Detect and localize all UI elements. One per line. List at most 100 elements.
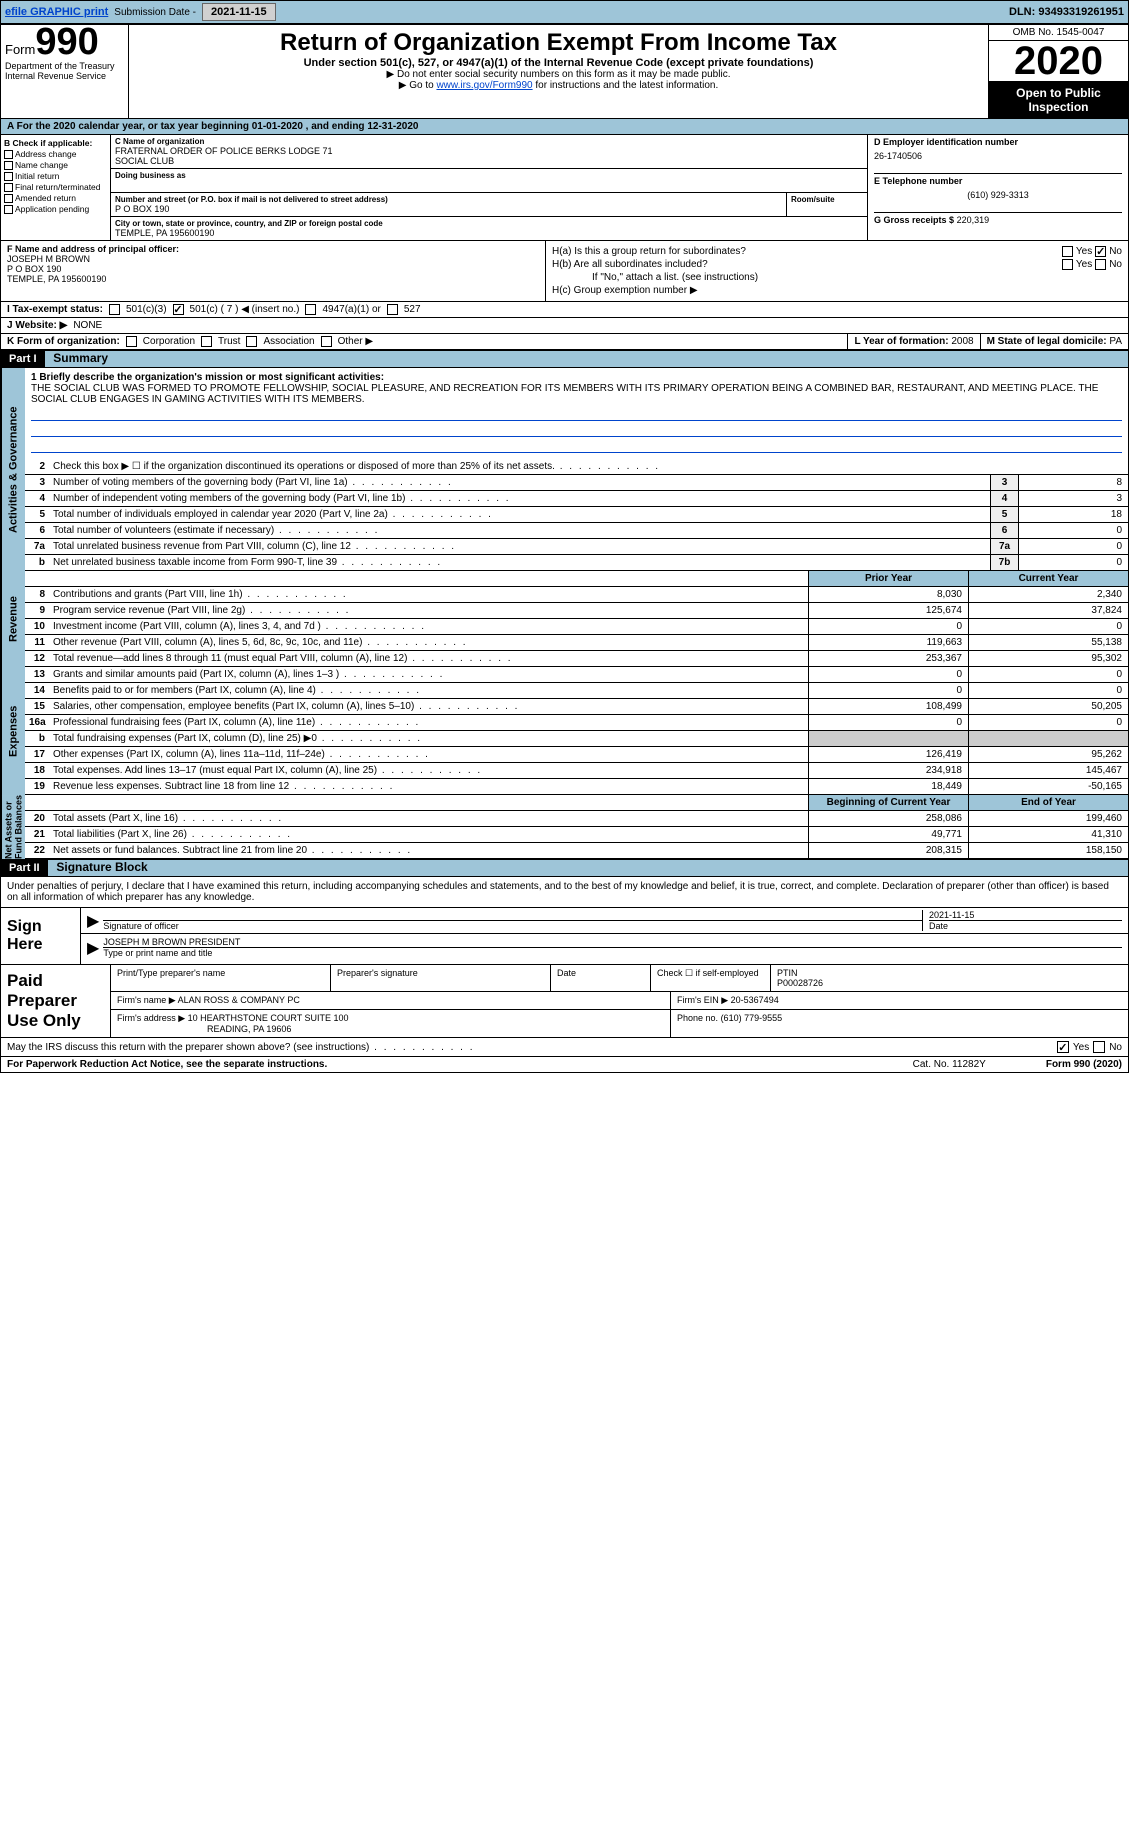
col-c: C Name of organization FRATERNAL ORDER O… (111, 135, 868, 240)
city-cell: City or town, state or province, country… (111, 217, 867, 240)
cb-addr-lbl: Address change (15, 149, 76, 159)
firm-ein: 20-5367494 (731, 995, 779, 1005)
dln: DLN: 93493319261951 (1009, 6, 1124, 18)
cb-501c[interactable] (173, 304, 184, 315)
opt-4947: 4947(a)(1) or (322, 304, 380, 315)
hb-yes[interactable] (1062, 259, 1073, 270)
cb-assoc[interactable] (246, 336, 257, 347)
table-row: 11Other revenue (Part VIII, column (A), … (25, 635, 1128, 651)
table-row: 12Total revenue—add lines 8 through 11 (… (25, 651, 1128, 667)
header-row: Form990 Department of the Treasury Inter… (1, 25, 1128, 119)
cb-527[interactable] (387, 304, 398, 315)
dept: Department of the Treasury Internal Reve… (5, 61, 124, 81)
discuss-no[interactable] (1093, 1041, 1105, 1053)
gov-line: 4Number of independent voting members of… (25, 491, 1128, 507)
gov-line: bNet unrelated business taxable income f… (25, 555, 1128, 571)
discuss-row: May the IRS discuss this return with the… (1, 1038, 1128, 1057)
cb-init[interactable] (4, 172, 13, 181)
col-f: F Name and address of principal officer:… (1, 241, 546, 301)
f-name: JOSEPH M BROWN (7, 254, 539, 264)
hb-lbl: H(b) Are all subordinates included? (552, 259, 1059, 270)
table-row: 22Net assets or fund balances. Subtract … (25, 843, 1128, 859)
mission-lbl: 1 Briefly describe the organization's mi… (31, 372, 1122, 383)
footer-right: Form 990 (2020) (1046, 1059, 1122, 1070)
irs-link[interactable]: www.irs.gov/Form990 (436, 80, 532, 91)
footer: For Paperwork Reduction Act Notice, see … (1, 1057, 1128, 1072)
cb-501c3[interactable] (109, 304, 120, 315)
prior-hdr: Prior Year (808, 571, 968, 586)
notice2-pre: ▶ Go to (399, 80, 437, 91)
hb-no[interactable] (1095, 259, 1106, 270)
cb-final[interactable] (4, 183, 13, 192)
footer-mid: Cat. No. 11282Y (913, 1059, 986, 1070)
notice1: ▶ Do not enter social security numbers o… (133, 69, 984, 80)
hc-lbl: H(c) Group exemption number ▶ (552, 285, 1122, 296)
discuss-text: May the IRS discuss this return with the… (7, 1042, 475, 1053)
cb-other[interactable] (321, 336, 332, 347)
table-row: 8Contributions and grants (Part VIII, li… (25, 587, 1128, 603)
ein: 26-1740506 (874, 151, 1122, 161)
efile-link[interactable]: efile GRAPHIC print (5, 6, 108, 18)
firm-phone: (610) 779-9555 (721, 1013, 783, 1023)
table-row: 15Salaries, other compensation, employee… (25, 699, 1128, 715)
ha-no[interactable] (1095, 246, 1106, 257)
table-row: 9Program service revenue (Part VIII, lin… (25, 603, 1128, 619)
cb-trust[interactable] (201, 336, 212, 347)
sig-name: JOSEPH M BROWN PRESIDENT (103, 937, 1122, 947)
ha-yes[interactable] (1062, 246, 1073, 257)
part2-num: Part II (1, 860, 48, 876)
form-number: 990 (35, 21, 98, 63)
rev-hdr: Prior Year Current Year (25, 571, 1128, 587)
mission-block: 1 Briefly describe the organization's mi… (25, 368, 1128, 459)
na-hdr: Beginning of Current Year End of Year (25, 795, 1128, 811)
k-lbl: K Form of organization: (7, 336, 120, 347)
gov-line: 2Check this box ▶ ☐ if the organization … (25, 459, 1128, 475)
gov-line: 7aTotal unrelated business revenue from … (25, 539, 1128, 555)
exp-section: Expenses 13Grants and similar amounts pa… (1, 667, 1128, 795)
firm-ein-lbl: Firm's EIN ▶ (677, 995, 728, 1005)
city: TEMPLE, PA 195600190 (115, 228, 863, 238)
col-d: D Employer identification number 26-1740… (868, 135, 1128, 240)
firm-name: ALAN ROSS & COMPANY PC (178, 995, 300, 1005)
cb-name-lbl: Name change (15, 160, 68, 170)
website-row: J Website: ▶ NONE (1, 318, 1128, 334)
prep-name-lbl: Print/Type preparer's name (111, 965, 331, 991)
sig-officer-lbl: Signature of officer (103, 920, 922, 931)
m-lbl: M State of legal domicile: (987, 336, 1107, 347)
b-label: B Check if applicable: (4, 138, 107, 148)
sub-date-button[interactable]: 2021-11-15 (202, 3, 276, 21)
klm-row: K Form of organization: Corporation Trus… (1, 334, 1128, 350)
cb-name[interactable] (4, 161, 13, 170)
part1-title: Summary (47, 349, 114, 367)
tel-lbl: E Telephone number (874, 173, 1122, 186)
year-box: OMB No. 1545-0047 2020 Open to Public In… (988, 25, 1128, 119)
cb-corp[interactable] (126, 336, 137, 347)
discuss-yes[interactable] (1057, 1041, 1069, 1053)
hb-note: If "No," attach a list. (see instruction… (552, 272, 1122, 283)
l-lbl: L Year of formation: (854, 336, 948, 347)
vtab-gov: Activities & Governance (1, 368, 25, 571)
prep-sig-lbl: Preparer's signature (331, 965, 551, 991)
cb-addr[interactable] (4, 150, 13, 159)
na-prior-hdr: Beginning of Current Year (808, 795, 968, 810)
col-b: B Check if applicable: Address change Na… (1, 135, 111, 240)
cb-app[interactable] (4, 205, 13, 214)
org-name-cell: C Name of organization FRATERNAL ORDER O… (111, 135, 867, 169)
table-row: 19Revenue less expenses. Subtract line 1… (25, 779, 1128, 795)
mission-text: THE SOCIAL CLUB WAS FORMED TO PROMOTE FE… (31, 383, 1122, 405)
section-bcd: B Check if applicable: Address change Na… (1, 135, 1128, 241)
tax-year: 2020 (989, 41, 1128, 82)
j-lbl: J Website: ▶ (7, 320, 67, 331)
part1-header: Part I Summary (1, 350, 1128, 368)
vtab-rev: Revenue (1, 571, 25, 667)
ptin-val: P00028726 (777, 978, 1122, 988)
prep-self-lbl: Check ☐ if self-employed (651, 965, 771, 991)
org-name: FRATERNAL ORDER OF POLICE BERKS LODGE 71… (115, 146, 863, 166)
cb-amend[interactable] (4, 194, 13, 203)
part2-header: Part II Signature Block (1, 859, 1128, 877)
opt-assoc: Association (263, 336, 314, 347)
opt-other: Other ▶ (338, 336, 373, 347)
cb-4947[interactable] (305, 304, 316, 315)
gov-line: 6Total number of volunteers (estimate if… (25, 523, 1128, 539)
cb-final-lbl: Final return/terminated (15, 182, 101, 192)
